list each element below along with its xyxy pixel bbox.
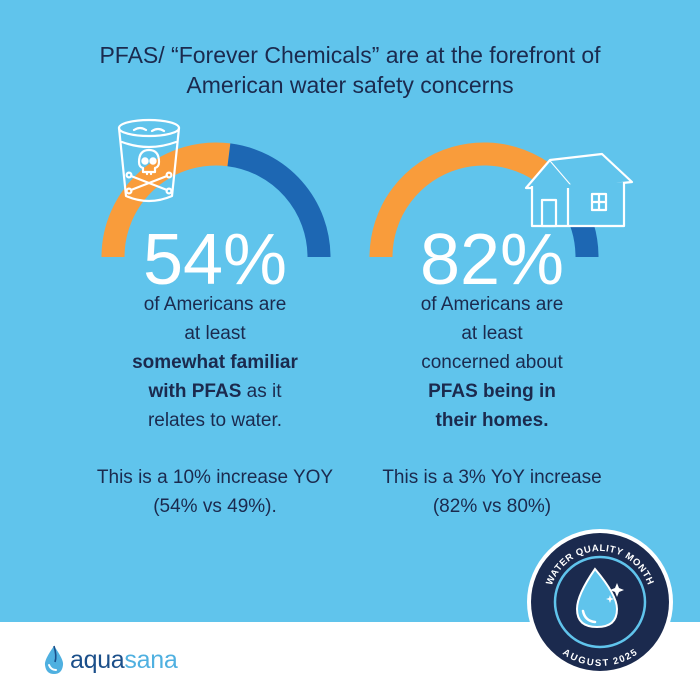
- stat-left-line-4-rest: as it: [241, 381, 282, 402]
- stat-left-line-5: relates to water.: [147, 410, 283, 431]
- logo-wordmark: aquasana: [70, 645, 178, 675]
- gauge-left-blue-arc: [227, 143, 331, 258]
- logo-wordmark-part-1: aqua: [70, 645, 125, 674]
- stat-left-percent: 54%: [142, 220, 288, 300]
- stat-left-note-2: (54% vs 49%).: [153, 496, 277, 517]
- poison-water-glass-icon: [117, 118, 181, 203]
- title-line-1: PFAS/ “Forever Chemicals” are at the for…: [99, 42, 601, 68]
- stat-left-bold-1: somewhat familiar: [132, 352, 298, 373]
- stat-right-line-1: of Americans are: [420, 294, 564, 315]
- stat-right-line-3: concerned about: [421, 352, 563, 373]
- stat-right-bold-2: their homes.: [435, 410, 549, 431]
- title-line-2: American water safety concerns: [186, 72, 514, 98]
- water-quality-month-badge: WATER QUALITY MONTH AUGUST 2025: [527, 529, 673, 675]
- aquasana-logo[interactable]: aquasana: [42, 642, 178, 678]
- stat-right-line-2: at least: [461, 323, 523, 344]
- stat-right-bold-1: PFAS being in: [428, 381, 556, 402]
- water-drop-icon: [575, 567, 624, 629]
- stat-right-note-1: This is a 3% YoY increase: [382, 467, 602, 488]
- aquasana-drop-icon: [44, 645, 64, 674]
- stat-right-description: of Americans are at least concerned abou…: [342, 290, 642, 521]
- stat-left-line-2: at least: [184, 323, 246, 344]
- page-title: PFAS/ “Forever Chemicals” are at the for…: [0, 40, 700, 100]
- gauge-left: [101, 142, 331, 258]
- stat-left-description: of Americans are at least somewhat famil…: [65, 290, 365, 521]
- stat-left-line-1: of Americans are: [143, 294, 287, 315]
- stat-right-note-2: (82% vs 80%): [432, 496, 552, 517]
- house-icon: [524, 152, 634, 228]
- stat-left-note-1: This is a 10% increase YOY: [96, 467, 334, 488]
- logo-wordmark-part-2: sana: [124, 645, 178, 674]
- stat-left-bold-2: with PFAS: [148, 381, 242, 402]
- stat-right-percent: 82%: [419, 220, 565, 300]
- gauge-left-orange-arc: [101, 142, 231, 258]
